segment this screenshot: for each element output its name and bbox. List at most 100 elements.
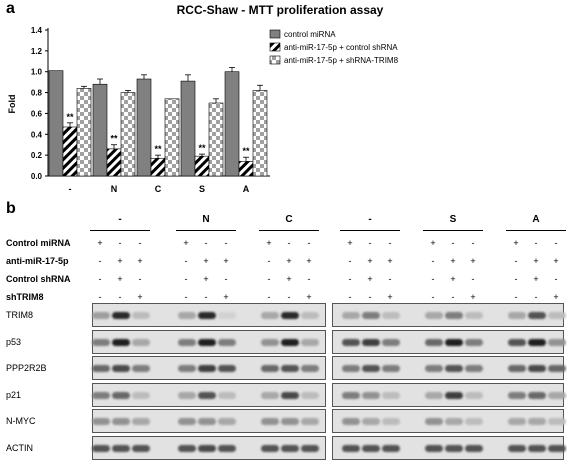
chart-title: RCC-Shaw - MTT proliferation assay [176,3,384,17]
blot-band [425,338,443,346]
western-blot-panel: - N C - S A Control miRNA + - - + - - + - - + - - + - - + - - ant… [0,200,567,460]
group-label: N [202,214,210,225]
treatment-symbol: + [137,256,143,266]
treatment-symbol: - [388,274,392,284]
treatment-symbol: - [368,292,372,302]
treatment-row-label: Control shRNA [6,274,71,284]
y-tick-label: 1.2 [31,47,43,56]
bar [136,78,152,177]
blot-band [261,365,279,372]
blot-band [425,391,443,399]
blot-band [362,312,380,319]
bar [62,126,78,177]
blot-band [301,418,319,425]
group-bracket [90,230,150,231]
y-tick-label: 1.4 [31,26,43,35]
treatment-symbol: + [203,256,209,266]
protein-label: N-MYC [6,416,36,426]
blot-band [132,391,150,399]
blot-band [112,391,130,399]
treatment-symbol: + [117,274,123,284]
treatment-symbol: + [266,238,272,248]
significance-label: ** [198,143,206,153]
bar [164,98,180,177]
y-tick-label: 0.8 [31,89,43,98]
blot-strip [92,382,326,407]
treatment-symbol: + [367,274,373,284]
treatment-symbol: - [431,292,435,302]
treatment-symbol: - [138,238,142,248]
treatment-symbol: - [348,274,352,284]
blot-band [382,418,400,425]
treatment-symbol: + [367,256,373,266]
bar [106,148,122,177]
bar [208,102,224,177]
blot-band [178,338,196,346]
blot-band [198,338,216,346]
blot-band [218,391,236,399]
blot-band [178,391,196,399]
blot-strip [332,435,566,460]
blot-band [281,418,299,425]
group-label: - [368,214,372,225]
treatment-symbol: - [514,274,518,284]
treatment-symbol: - [118,292,122,302]
blot-strip [332,409,566,433]
x-tick-label: S [199,184,205,194]
blot-band [281,365,299,372]
treatment-row-label: shTRIM8 [6,292,44,302]
treatment-symbol: - [554,238,558,248]
protein-label: PPP2R2B [6,363,47,373]
treatment-row-label: Control miRNA [6,238,71,248]
treatment-symbol: - [451,292,455,302]
blot-band [465,312,483,319]
treatment-symbol: + [387,292,393,302]
legend-swatch [269,29,281,39]
group-bracket [176,230,236,231]
blot-band [362,391,380,399]
blot-band [112,312,130,319]
blot-band [548,338,566,346]
legend-label: anti-miR-17-5p + control shRNA [284,43,398,52]
group-label: S [449,214,457,225]
blot-band [218,418,236,425]
blot-band [528,391,546,399]
bar [224,71,240,177]
blot-band [218,338,236,346]
blot-band [465,365,483,372]
treatment-symbol: + [450,274,456,284]
group-bracket [506,230,566,231]
protein-label: p53 [6,336,22,347]
protein-label: TRIM8 [6,310,33,320]
treatment-symbol: - [348,292,352,302]
treatment-symbol: - [184,274,188,284]
treatment-symbol: - [431,274,435,284]
significance-label: ** [154,144,162,154]
blot-band [342,365,360,372]
blot-band [301,338,319,346]
bar [92,83,108,177]
blot-band [445,338,463,346]
blot-band [301,365,319,372]
treatment-symbol: - [471,274,475,284]
blot-band [92,418,110,425]
bar [194,155,210,177]
legend-label: control miRNA [284,30,336,39]
blot-band [342,418,360,425]
bar [238,161,254,177]
blot-band [281,312,299,319]
bar [180,80,196,177]
treatment-symbol: - [224,238,228,248]
bar-chart: Fold 0.0 0.2 0.4 0.6 0.8 1.0 1.2 1.4 ** ** ** ** **… [7,26,399,194]
blot-band [362,418,380,425]
treatment-symbol: - [534,238,538,248]
group-bracket [423,230,483,231]
treatment-symbol: - [98,274,102,284]
blot-band [198,365,216,372]
blot-band [301,391,319,399]
y-tick-label: 0.0 [31,172,43,181]
blot-band [425,365,443,372]
blot-band [132,418,150,425]
blot-band [342,312,360,319]
blot-band [382,365,400,372]
